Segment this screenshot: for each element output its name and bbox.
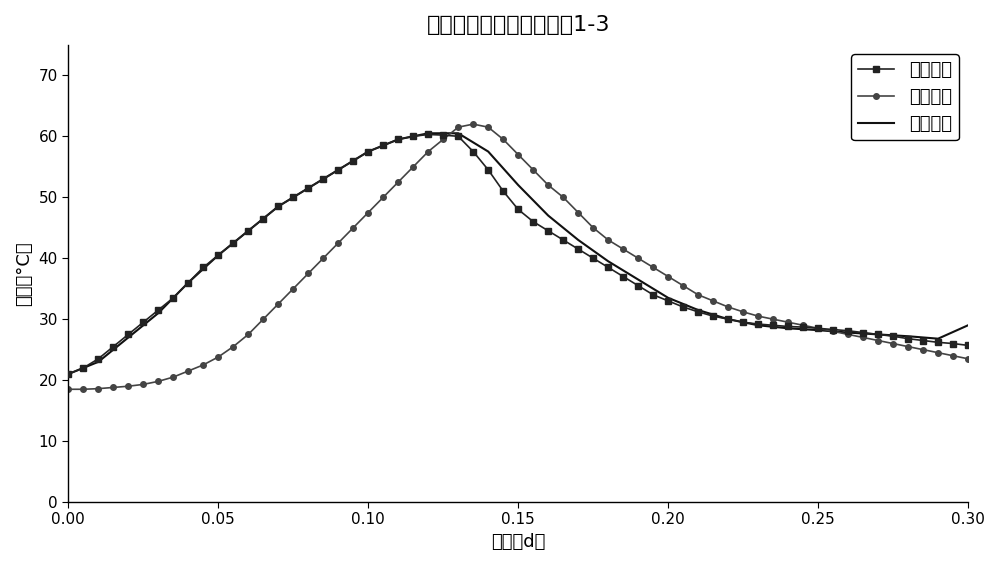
中心温度	[62, 386, 74, 393]
Legend: 表面温度, 中心温度, 给定温度: 表面温度, 中心温度, 给定温度	[851, 54, 959, 140]
给定温度	[302, 185, 314, 191]
Line: 中心温度: 中心温度	[66, 121, 971, 392]
表面温度	[422, 131, 434, 138]
给定温度	[92, 358, 104, 365]
表面温度	[62, 371, 74, 378]
给定温度	[632, 276, 644, 283]
给定温度	[422, 130, 434, 136]
表面温度	[377, 142, 389, 149]
给定温度	[452, 130, 464, 136]
给定温度	[362, 148, 374, 155]
中心温度	[272, 301, 284, 307]
Title: 温度自动化控制系统测试1-3: 温度自动化控制系统测试1-3	[426, 15, 610, 35]
Line: 给定温度: 给定温度	[68, 133, 968, 374]
X-axis label: 时间（d）: 时间（d）	[491, 533, 545, 551]
给定温度	[662, 294, 674, 301]
中心温度	[467, 121, 479, 127]
给定温度	[722, 316, 734, 323]
给定温度	[872, 331, 884, 338]
表面温度	[557, 237, 569, 243]
给定温度	[602, 258, 614, 265]
给定温度	[242, 228, 254, 234]
给定温度	[932, 335, 944, 342]
表面温度	[617, 273, 629, 280]
给定温度	[572, 237, 584, 243]
表面温度	[272, 203, 284, 210]
中心温度	[962, 355, 974, 362]
Line: 表面温度: 表面温度	[66, 132, 971, 377]
给定温度	[392, 136, 404, 143]
给定温度	[812, 327, 824, 333]
给定温度	[542, 212, 554, 219]
给定温度	[332, 166, 344, 173]
给定温度	[782, 325, 794, 332]
表面温度	[962, 342, 974, 349]
表面温度	[857, 329, 869, 336]
给定温度	[62, 371, 74, 378]
给定温度	[122, 334, 134, 341]
给定温度	[902, 333, 914, 340]
给定温度	[842, 329, 854, 336]
给定温度	[962, 322, 974, 329]
给定温度	[512, 182, 524, 188]
给定温度	[692, 307, 704, 314]
给定温度	[482, 148, 494, 155]
中心温度	[377, 194, 389, 201]
给定温度	[152, 310, 164, 316]
表面温度	[242, 228, 254, 234]
Y-axis label: 温度（°C）: 温度（°C）	[15, 241, 33, 306]
中心温度	[242, 331, 254, 338]
给定温度	[272, 203, 284, 210]
给定温度	[212, 252, 224, 259]
给定温度	[182, 279, 194, 286]
中心温度	[557, 194, 569, 201]
中心温度	[617, 246, 629, 252]
中心温度	[857, 334, 869, 341]
给定温度	[752, 322, 764, 329]
